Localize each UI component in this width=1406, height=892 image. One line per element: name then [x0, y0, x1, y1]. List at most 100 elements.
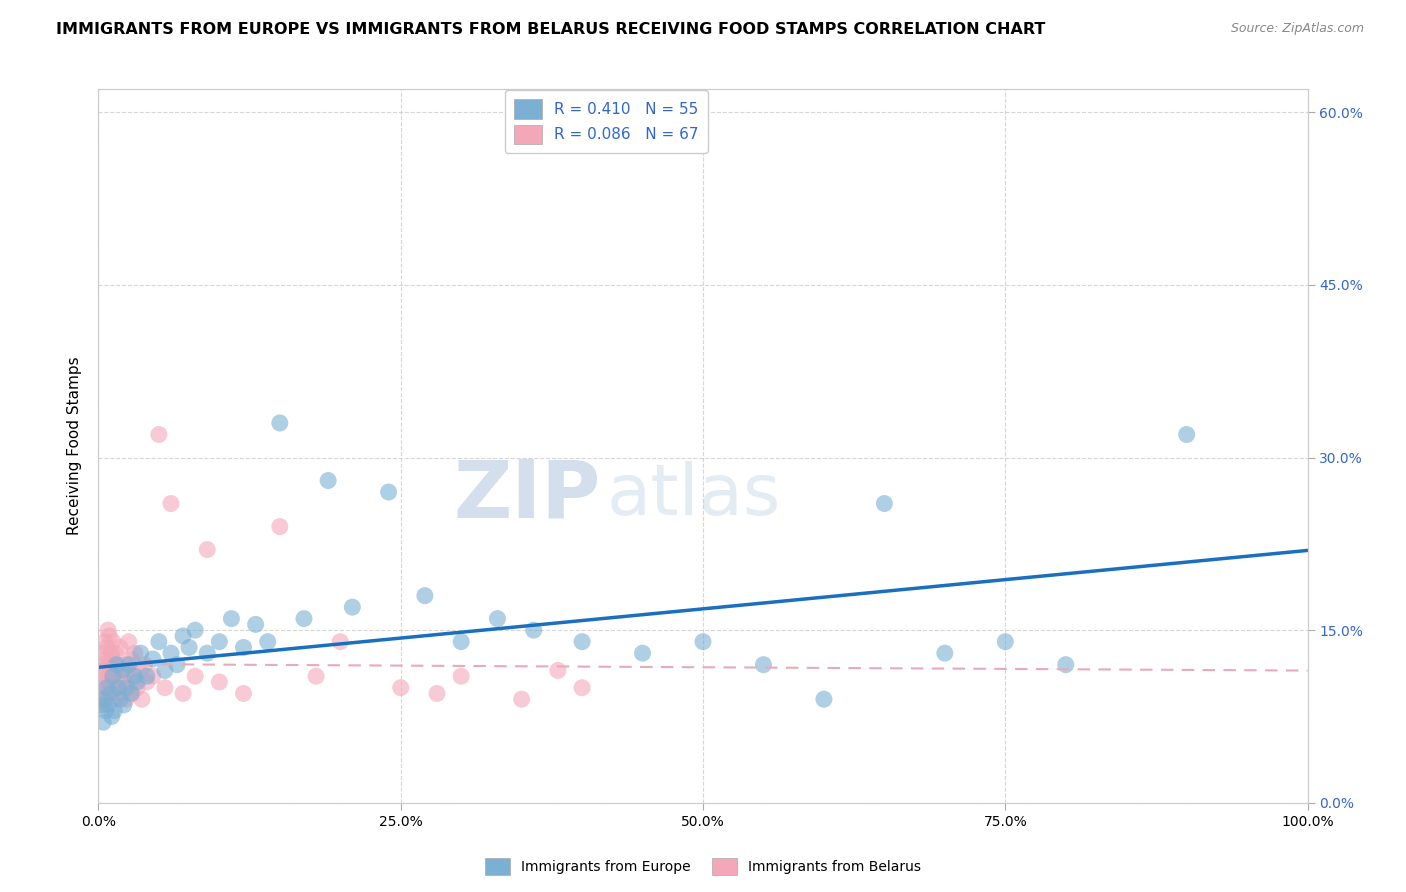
- Point: [91, 675, 114, 690]
- Point: [813, 692, 835, 706]
- Point: [316, 474, 339, 488]
- Point: [148, 427, 170, 442]
- Point: [111, 669, 134, 683]
- Point: [160, 497, 183, 511]
- Point: [105, 657, 128, 672]
- Point: [142, 669, 165, 683]
- Point: [90, 698, 112, 712]
- Point: [135, 669, 157, 683]
- Point: [127, 681, 149, 695]
- Point: [329, 634, 352, 648]
- Text: ZIP: ZIP: [453, 457, 600, 535]
- Point: [120, 686, 142, 700]
- Point: [510, 692, 533, 706]
- Point: [107, 681, 129, 695]
- Point: [486, 612, 509, 626]
- Point: [93, 692, 115, 706]
- Point: [96, 681, 118, 695]
- Text: IMMIGRANTS FROM EUROPE VS IMMIGRANTS FROM BELARUS RECEIVING FOOD STAMPS CORRELAT: IMMIGRANTS FROM EUROPE VS IMMIGRANTS FRO…: [56, 22, 1046, 37]
- Point: [172, 629, 194, 643]
- Point: [692, 634, 714, 648]
- Point: [124, 646, 146, 660]
- Point: [89, 692, 111, 706]
- Point: [377, 485, 399, 500]
- Point: [752, 657, 775, 672]
- Point: [108, 640, 131, 655]
- Point: [94, 704, 117, 718]
- Point: [118, 657, 141, 672]
- Point: [153, 664, 176, 678]
- Point: [91, 646, 114, 660]
- Point: [153, 681, 176, 695]
- Point: [873, 497, 896, 511]
- Point: [115, 692, 138, 706]
- Point: [934, 646, 956, 660]
- Point: [1054, 657, 1077, 672]
- Point: [131, 692, 153, 706]
- Point: [103, 704, 125, 718]
- Point: [98, 675, 121, 690]
- Y-axis label: Receiving Food Stamps: Receiving Food Stamps: [67, 357, 83, 535]
- Point: [450, 669, 472, 683]
- Point: [103, 664, 125, 678]
- Point: [103, 681, 125, 695]
- Point: [97, 623, 120, 637]
- Point: [124, 669, 146, 683]
- Point: [89, 681, 111, 695]
- Point: [104, 675, 127, 690]
- Point: [96, 664, 118, 678]
- Point: [104, 692, 127, 706]
- Point: [148, 634, 170, 648]
- Point: [98, 629, 121, 643]
- Point: [269, 416, 291, 430]
- Point: [134, 657, 156, 672]
- Point: [208, 634, 231, 648]
- Point: [166, 657, 188, 672]
- Point: [195, 646, 218, 660]
- Point: [179, 640, 201, 655]
- Point: [94, 652, 117, 666]
- Point: [107, 669, 129, 683]
- Point: [232, 640, 254, 655]
- Point: [128, 664, 150, 678]
- Point: [305, 669, 328, 683]
- Legend: R = 0.410   N = 55, R = 0.086   N = 67: R = 0.410 N = 55, R = 0.086 N = 67: [505, 90, 707, 153]
- Point: [100, 686, 122, 700]
- Point: [100, 669, 122, 683]
- Point: [112, 698, 135, 712]
- Point: [631, 646, 654, 660]
- Point: [426, 686, 449, 700]
- Point: [208, 675, 231, 690]
- Point: [90, 669, 112, 683]
- Point: [93, 634, 115, 648]
- Point: [571, 681, 593, 695]
- Point: [118, 681, 141, 695]
- Point: [389, 681, 412, 695]
- Point: [413, 589, 436, 603]
- Point: [115, 681, 138, 695]
- Point: [342, 600, 364, 615]
- Point: [450, 634, 472, 648]
- Point: [269, 519, 291, 533]
- Point: [108, 692, 131, 706]
- Text: Source: ZipAtlas.com: Source: ZipAtlas.com: [1230, 22, 1364, 36]
- Point: [100, 646, 122, 660]
- Point: [104, 646, 127, 660]
- Point: [994, 634, 1017, 648]
- Point: [292, 612, 315, 626]
- Point: [91, 657, 114, 672]
- Point: [105, 657, 128, 672]
- Point: [112, 675, 135, 690]
- Point: [160, 646, 183, 660]
- Point: [122, 669, 145, 683]
- Point: [91, 715, 114, 730]
- Point: [97, 657, 120, 672]
- Point: [96, 681, 118, 695]
- Point: [232, 686, 254, 700]
- Point: [127, 675, 149, 690]
- Point: [184, 623, 207, 637]
- Point: [120, 652, 142, 666]
- Point: [101, 652, 124, 666]
- Point: [172, 686, 194, 700]
- Point: [96, 640, 118, 655]
